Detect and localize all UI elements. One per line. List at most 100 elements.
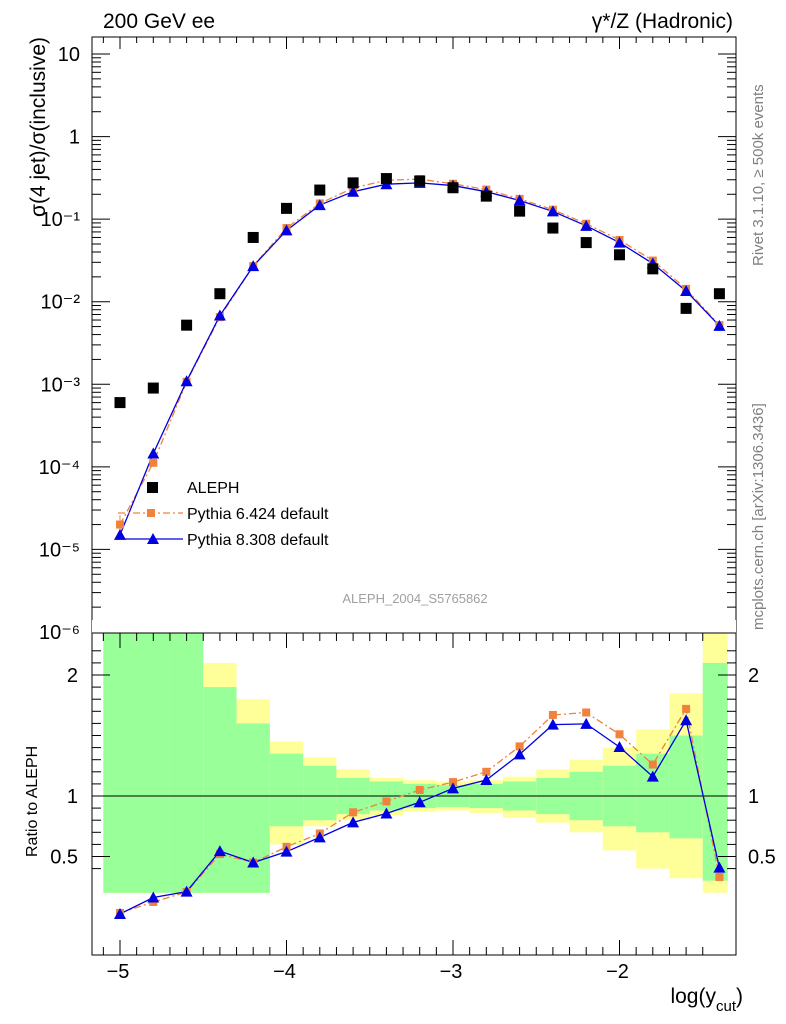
main-y-tick-label: 10 [58, 44, 80, 66]
pythia8-point [680, 284, 693, 296]
aleph-data-point [247, 231, 259, 243]
pythia8-point [213, 309, 226, 321]
aleph-data-point [447, 182, 459, 194]
aleph-data-point [380, 173, 392, 185]
aleph-data-point [614, 249, 625, 261]
main-y-tick-label: 10⁻³ [41, 374, 81, 396]
main-series [114, 173, 726, 540]
aleph-data-point [147, 382, 159, 394]
stat-band-bin [702, 662, 728, 881]
main-y-tick-labels: 10⁻⁶ 10⁻⁵ 10⁻⁴ 10⁻³ 10⁻² 10⁻¹ 1 10 [39, 44, 81, 644]
legend-pythia6-marker [147, 509, 155, 517]
x-tick-label: −3 [440, 961, 463, 983]
ratio-pythia8-point [147, 891, 160, 903]
ratio-pythia6-point [582, 708, 591, 717]
ratio-pythia6-point [715, 873, 724, 882]
ratio-y-tick-label: 1 [67, 786, 78, 808]
aleph-data-point [580, 237, 592, 249]
ratio-y-tick-label-right: 1 [748, 786, 759, 808]
legend-pythia6-label: Pythia 6.424 default [187, 506, 329, 523]
stat-band-bin [669, 735, 703, 839]
pythia8-point [313, 199, 326, 211]
aleph-data-point [414, 175, 426, 187]
ratio-pythia6-point [515, 742, 524, 751]
x-axis-label-main: log(y [670, 985, 716, 1008]
stat-band-bin [203, 687, 237, 893]
pythia6-line [119, 178, 720, 525]
ratio-pythia8-point [447, 782, 459, 794]
ratio-pythia8-point [580, 717, 593, 729]
ratio-pythia8-point [680, 714, 693, 726]
x-tick-label: −5 [107, 961, 130, 983]
header-right-title: γ*/Z (Hadronic) [592, 10, 733, 33]
stat-band-bin [103, 633, 170, 893]
ratio-top-mask [92, 620, 736, 633]
ratio-y-tick-labels: 0.5 0.5 1 1 2 2 [50, 665, 776, 869]
pythia6-point [149, 458, 158, 467]
legend-pythia8-label: Pythia 8.308 default [187, 532, 329, 549]
x-tick-label: −4 [273, 961, 296, 983]
ratio-series-clipped [114, 704, 726, 919]
ratio-pythia8-point [513, 748, 526, 760]
aleph-data-point [647, 263, 659, 275]
ratio-y-axis-label: Ratio to ALEPH [24, 746, 41, 857]
rivet-label: Rivet 3.1.10, ≥ 500k events [750, 84, 767, 266]
ratio-pythia8-point [713, 861, 726, 873]
aleph-data-point [680, 302, 692, 314]
ratio-y-tick-label: 0.5 [50, 847, 78, 869]
main-y-tick-label: 1 [69, 127, 80, 149]
pythia6-point [116, 520, 124, 529]
ratio-pythia8-point [213, 845, 226, 857]
aleph-data-point [514, 205, 526, 217]
ratio-pythia8-point [380, 807, 393, 819]
ratio-pythia8-point [347, 816, 360, 828]
ratio-pythia8-point [646, 770, 659, 782]
legend-pythia8-marker [147, 533, 159, 544]
ratio-pythia8-point [247, 856, 260, 868]
aleph-data-point [713, 288, 725, 300]
ratio-y-tick-label: 2 [67, 665, 78, 687]
pythia8-point [513, 194, 526, 206]
ratio-plot-panel: 0.5 0.5 1 1 2 2 −5 −4 −3 −2 Ratio to ALEPH log(y… [24, 620, 776, 1015]
ratio-uncertainty-bands [103, 633, 728, 893]
ratio-series [114, 704, 726, 919]
aleph-data-point [480, 190, 492, 202]
ratio-pythia6-point [382, 797, 391, 806]
x-axis-label-sub: cut [716, 998, 737, 1015]
main-plot-panel: 10⁻⁶ 10⁻⁵ 10⁻⁴ 10⁻³ 10⁻² 10⁻¹ 1 10 ALEPH_2004_S… [27, 36, 737, 644]
pythia8-point [546, 205, 559, 217]
stat-band-bin [303, 765, 337, 821]
main-y-tick-label: 10⁻² [41, 292, 81, 314]
aleph-data-point [281, 202, 292, 214]
pythia8-point [280, 224, 293, 236]
pythia8-point [713, 319, 726, 331]
aleph-data-point [114, 397, 126, 409]
x-axis-label-close: ) [736, 985, 743, 1008]
x-tick-label: −2 [606, 961, 629, 983]
ratio-y-tick-label-right: 0.5 [748, 847, 776, 869]
ratio-pythia8-point [313, 831, 326, 843]
ratio-plot-frame [91, 632, 737, 956]
ratio-pythia8-point [413, 796, 426, 808]
legend: ALEPH Pythia 6.424 default Pythia 8.308 … [118, 480, 329, 549]
pythia8-point [613, 236, 626, 248]
ratio-x-tick-labels: −5 −4 −3 −2 [107, 961, 629, 983]
header-left-title: 200 GeV ee [103, 10, 215, 33]
ratio-pythia6-point [615, 730, 624, 739]
main-y-tick-label: 10⁻⁶ [39, 622, 80, 644]
ratio-pythia6-point [482, 767, 491, 776]
ratio-pythia6-point [648, 760, 657, 769]
x-axis-label: log(ycut) [670, 985, 743, 1015]
ratio-pythia8-point [480, 774, 493, 786]
main-y-tick-label: 10⁻¹ [41, 209, 81, 231]
ratio-y-tick-label-right: 2 [748, 665, 759, 687]
pythia8-point [580, 219, 593, 231]
ratio-pythia8-point [613, 740, 626, 752]
ratio-pythia6-point [548, 710, 557, 719]
aleph-data-point [214, 288, 226, 300]
stat-band-bin [169, 633, 204, 893]
stat-band-bin [269, 753, 304, 827]
ratio-pythia8-point [114, 907, 126, 919]
aleph-data-point [347, 177, 359, 189]
